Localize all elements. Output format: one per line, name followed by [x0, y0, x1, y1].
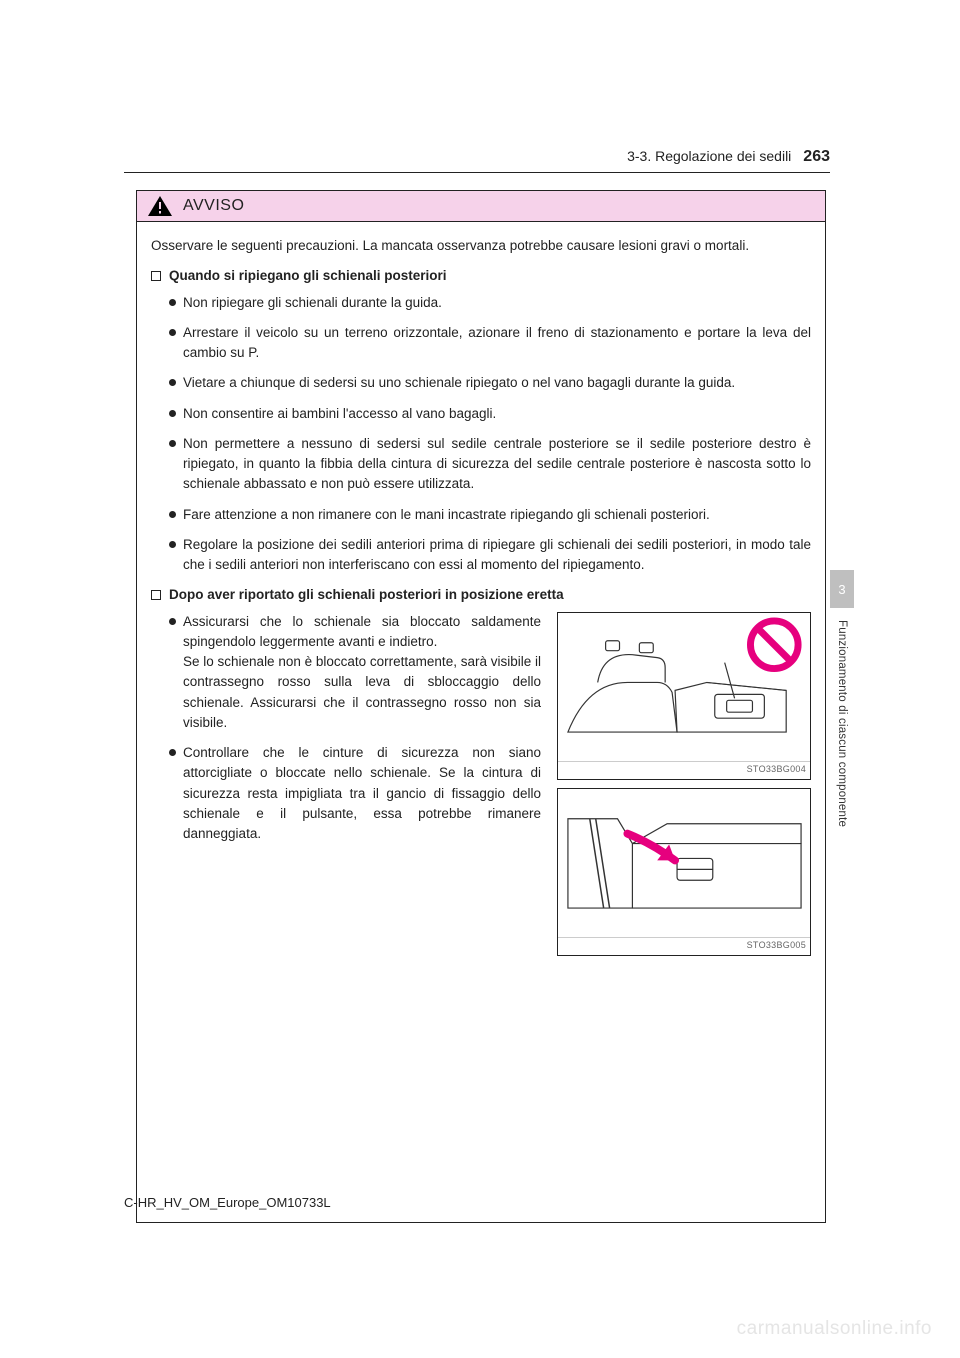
- chapter-tab: 3: [830, 570, 854, 608]
- section-label: 3-3. Regolazione dei sedili: [627, 148, 791, 164]
- list-item: Non ripiegare gli schienali durante la g…: [169, 293, 811, 313]
- chapter-number: 3: [838, 582, 845, 597]
- header-rule: [124, 172, 830, 173]
- watermark: carmanualsonline.info: [737, 1318, 932, 1340]
- subheading-1-text: Quando si ripiegano gli schienali poster…: [169, 266, 447, 286]
- figure-2-code: STO33BG005: [558, 937, 810, 955]
- chapter-title: Funzionamento di ciascun componente: [836, 620, 848, 827]
- square-bullet-icon: [151, 590, 161, 600]
- warning-box: AVVISO Osservare le seguenti precauzioni…: [136, 190, 826, 1223]
- list-item: Regolare la posizione dei sedili anterio…: [169, 535, 811, 576]
- subheading-1: Quando si ripiegano gli schienali poster…: [151, 266, 811, 286]
- page-number: 263: [803, 148, 830, 166]
- list-item: Controllare che le cinture di sicurezza …: [169, 743, 541, 844]
- chapter-title-vertical: Funzionamento di ciascun componente: [830, 620, 854, 1020]
- page-header: 3-3. Regolazione dei sedili 263: [124, 148, 830, 173]
- section-2: Assicurarsi che lo schienale sia bloccat…: [151, 612, 811, 1205]
- page: 3-3. Regolazione dei sedili 263 AVVISO O…: [0, 0, 960, 1358]
- subheading-2: Dopo aver riportato gli schienali poster…: [151, 585, 811, 605]
- list-item: Assicurarsi che lo schienale sia bloccat…: [169, 612, 541, 734]
- warning-intro: Osservare le seguenti precauzioni. La ma…: [151, 236, 811, 256]
- square-bullet-icon: [151, 271, 161, 281]
- subheading-2-text: Dopo aver riportato gli schienali poster…: [169, 585, 564, 605]
- bullet-list-1: Non ripiegare gli schienali durante la g…: [151, 293, 811, 576]
- warning-body: Osservare le seguenti precauzioni. La ma…: [137, 222, 825, 1222]
- figure-2-svg: [558, 789, 810, 938]
- warning-icon: [147, 195, 173, 217]
- bullet-list-2: Assicurarsi che lo schienale sia bloccat…: [151, 612, 541, 845]
- figure-2: STO33BG005: [557, 788, 811, 956]
- list-item: Vietare a chiunque di sedersi su uno sch…: [169, 373, 811, 393]
- figure-1-code: STO33BG004: [558, 761, 810, 779]
- list-item: Arrestare il veicolo su un terreno orizz…: [169, 323, 811, 364]
- footer-doc-id: C-HR_HV_OM_Europe_OM10733L: [124, 1195, 331, 1210]
- list-item: Fare attenzione a non rimanere con le ma…: [169, 505, 811, 525]
- figure-1-svg: [558, 613, 810, 762]
- warning-title: AVVISO: [183, 197, 244, 215]
- list-item: Non permettere a nessuno di sedersi sul …: [169, 434, 811, 495]
- figure-1: STO33BG004: [557, 612, 811, 780]
- warning-header: AVVISO: [137, 191, 825, 222]
- list-item: Non consentire ai bambini l'accesso al v…: [169, 404, 811, 424]
